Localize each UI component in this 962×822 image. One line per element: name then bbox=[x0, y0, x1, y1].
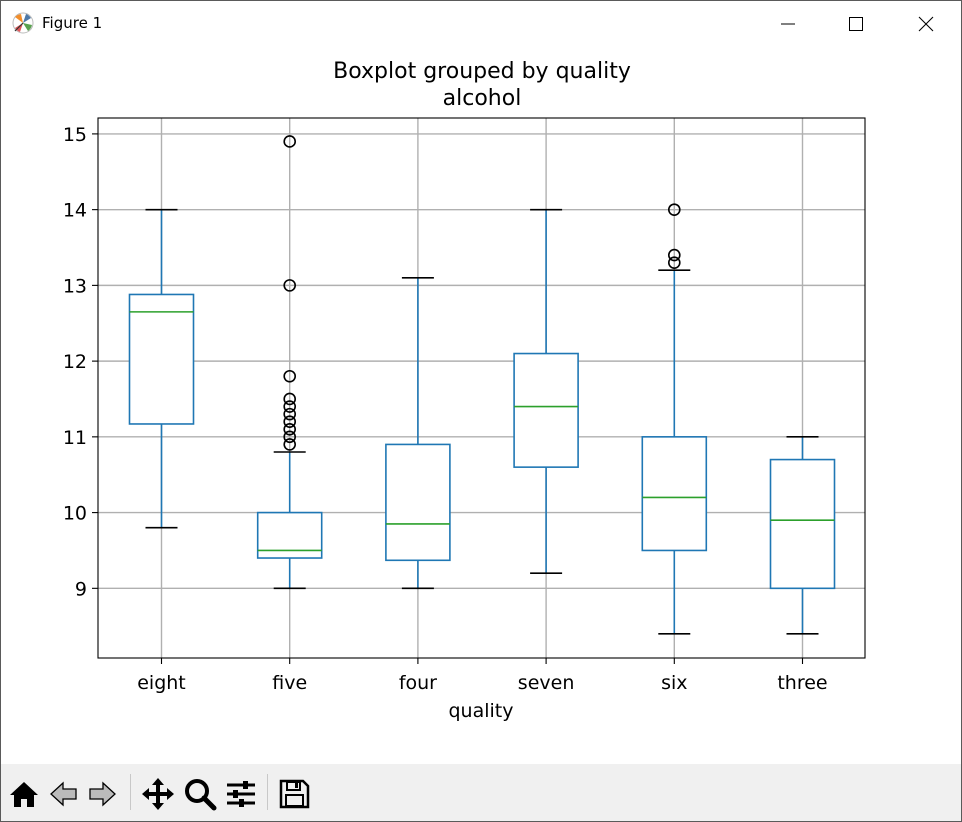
flier-point bbox=[283, 438, 297, 451]
back-arrow-icon bbox=[50, 781, 77, 807]
x-tick-label: five bbox=[272, 672, 307, 694]
y-tick-label: 13 bbox=[63, 275, 87, 297]
flier-point bbox=[283, 369, 297, 383]
maximize-icon bbox=[849, 16, 863, 31]
maximize-button[interactable] bbox=[821, 1, 891, 46]
y-tick-label: 12 bbox=[63, 351, 87, 373]
box-group-four bbox=[385, 277, 451, 590]
x-axis-label: quality bbox=[449, 700, 514, 722]
flier-point bbox=[283, 415, 297, 429]
flier-point bbox=[667, 256, 681, 269]
title-bar[interactable]: Figure 1 bbox=[1, 1, 961, 46]
zoom-button[interactable] bbox=[182, 776, 218, 812]
flier-point bbox=[283, 392, 297, 406]
home-button[interactable] bbox=[6, 776, 42, 812]
minimize-button[interactable] bbox=[753, 1, 823, 46]
box-group-three bbox=[769, 436, 836, 635]
save-button[interactable] bbox=[276, 776, 312, 812]
matplotlib-logo-icon bbox=[12, 12, 34, 34]
boxplot-chart: 9 10 11 12 13 14 15 eight five four seven six three… bbox=[63, 59, 866, 722]
flier-point bbox=[667, 248, 681, 262]
back-button[interactable] bbox=[45, 776, 81, 812]
close-button[interactable] bbox=[891, 1, 961, 46]
forward-button[interactable] bbox=[85, 776, 121, 812]
window-title: Figure 1 bbox=[42, 14, 103, 32]
configure-subplots-button[interactable] bbox=[223, 776, 259, 812]
flier-point bbox=[283, 400, 297, 413]
minimize-icon bbox=[781, 23, 795, 24]
chart-title: Boxplot grouped by quality bbox=[333, 59, 631, 84]
flier-point bbox=[283, 407, 297, 421]
chart-subtitle: alcohol bbox=[443, 86, 522, 111]
x-tick-label: six bbox=[661, 672, 687, 694]
close-icon bbox=[918, 16, 934, 31]
y-tick-label: 10 bbox=[63, 503, 87, 525]
x-tick-label: four bbox=[399, 672, 437, 694]
forward-arrow-icon bbox=[89, 781, 116, 807]
zoom-magnifier-icon bbox=[185, 779, 217, 811]
x-tick-label: eight bbox=[137, 672, 186, 694]
home-icon bbox=[10, 782, 38, 807]
box-group-six bbox=[641, 203, 708, 635]
x-tick-label: seven bbox=[518, 672, 575, 694]
flier-point bbox=[283, 279, 297, 292]
box-iqr bbox=[385, 443, 451, 562]
y-tick-label: 15 bbox=[63, 124, 87, 146]
box-iqr bbox=[513, 352, 579, 468]
box-iqr bbox=[128, 293, 195, 425]
toolbar-separator bbox=[130, 774, 131, 810]
box-group-five bbox=[256, 135, 323, 590]
y-tick-label: 11 bbox=[63, 427, 87, 449]
y-tick-label: 9 bbox=[75, 578, 87, 600]
toolbar-separator bbox=[267, 774, 268, 810]
flier-point bbox=[667, 203, 681, 216]
flier-point bbox=[283, 430, 297, 444]
save-disk-icon bbox=[279, 779, 310, 809]
flier-point bbox=[283, 422, 297, 436]
x-tick-label: three bbox=[777, 672, 827, 694]
box-iqr bbox=[769, 458, 836, 590]
pan-button[interactable] bbox=[140, 776, 176, 812]
box-iqr bbox=[641, 436, 708, 552]
box-group-eight bbox=[128, 208, 195, 529]
flier-point bbox=[283, 135, 297, 148]
y-tick-label: 14 bbox=[63, 200, 87, 222]
configure-subplots-icon bbox=[227, 781, 255, 807]
box-group-seven bbox=[513, 208, 579, 574]
axes-frame bbox=[97, 117, 866, 659]
navigation-toolbar bbox=[1, 764, 961, 821]
figure-canvas[interactable]: 9 10 11 12 13 14 15 eight five four seven six three… bbox=[1, 46, 961, 764]
pan-move-icon bbox=[142, 778, 174, 810]
